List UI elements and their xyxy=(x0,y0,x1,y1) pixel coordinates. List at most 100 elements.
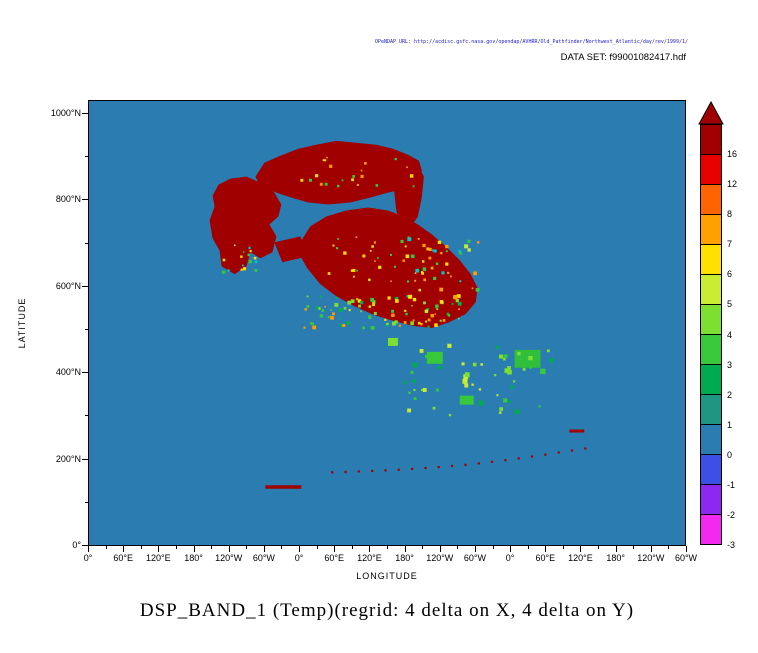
data-speckle xyxy=(425,320,428,323)
x-tick-label: 120°W xyxy=(215,553,243,563)
data-speckle xyxy=(341,179,344,182)
data-speckle xyxy=(450,275,452,278)
data-speckle xyxy=(478,388,482,391)
data-speckle xyxy=(473,271,477,276)
data-speckle xyxy=(435,388,439,392)
data-speckle xyxy=(458,308,460,311)
data-speckle xyxy=(337,238,340,240)
data-speckle xyxy=(391,309,395,313)
data-speckle xyxy=(433,276,437,280)
data-speckle xyxy=(412,319,415,322)
data-speckle xyxy=(446,312,450,316)
data-speckle xyxy=(439,300,444,304)
data-speckle xyxy=(406,295,409,298)
data-speckle xyxy=(242,267,247,271)
x-minor-tick-mark xyxy=(246,546,248,549)
data-speckle xyxy=(334,302,339,307)
data-speckle xyxy=(387,296,391,300)
data-dot xyxy=(570,449,574,452)
data-dot xyxy=(584,447,587,450)
data-speckle xyxy=(410,370,414,374)
data-speckle xyxy=(437,240,442,245)
x-minor-tick-mark xyxy=(387,546,388,549)
data-speckle xyxy=(475,287,480,292)
data-speckle xyxy=(364,162,367,165)
x-minor-tick-mark xyxy=(211,546,213,549)
data-speckle xyxy=(242,251,245,253)
y-tick-labels: 0° 200°N 400°N 600°N 800°N 1000°N xyxy=(0,100,84,550)
x-tick-label: 180° xyxy=(606,553,625,563)
data-dot xyxy=(557,451,560,454)
colorbar-segment xyxy=(701,244,721,274)
data-speckle xyxy=(414,272,417,275)
data-speckle xyxy=(528,355,533,361)
data-speckle xyxy=(343,251,347,255)
data-speckle xyxy=(422,243,426,248)
data-speckle xyxy=(447,343,452,348)
x-tick-label: 180° xyxy=(395,553,414,563)
x-tick-mark xyxy=(123,546,125,552)
data-speckle xyxy=(445,244,449,249)
data-speckle xyxy=(319,182,323,186)
y-tick-mark xyxy=(82,545,88,546)
data-speckle xyxy=(538,405,541,408)
data-speckle xyxy=(377,257,379,259)
data-speckle xyxy=(426,308,429,311)
data-speckle xyxy=(370,325,375,330)
x-tick-mark xyxy=(369,546,371,552)
data-speckle xyxy=(503,398,508,403)
colorbar xyxy=(700,124,722,545)
data-speckle xyxy=(384,318,387,321)
x-minor-tick-mark xyxy=(668,546,670,549)
y-minor-tick-mark xyxy=(85,501,88,503)
data-speckle xyxy=(353,275,355,278)
data-speckle xyxy=(415,268,420,273)
y-tick-mark xyxy=(82,458,88,460)
data-speckle xyxy=(447,314,451,317)
x-tick-mark xyxy=(334,546,336,552)
x-tick-mark xyxy=(404,546,406,552)
x-minor-tick-mark xyxy=(281,546,283,549)
y-tick-label: 400°N xyxy=(55,367,81,378)
data-speckle xyxy=(549,358,555,363)
data-speckle xyxy=(248,259,252,264)
data-speckle xyxy=(373,312,377,316)
data-patch xyxy=(426,351,443,364)
colorbar-label: 5 xyxy=(727,299,733,310)
x-tick-mark xyxy=(299,546,301,552)
data-speckle xyxy=(324,159,327,162)
x-tick-labels: 0° 60°E 120°E 180° 120°W 60°W 0° 60°E 120°E 180° 1… xyxy=(84,553,697,565)
y-minor-tick-mark xyxy=(85,242,88,244)
data-speckle xyxy=(504,354,508,358)
x-tick-mark xyxy=(263,546,265,552)
data-speckle xyxy=(330,315,334,320)
x-minor-tick-mark xyxy=(105,546,107,549)
data-speckle xyxy=(428,247,432,252)
data-speckle xyxy=(306,305,310,308)
data-speckle xyxy=(495,345,499,350)
dataset-label: DATA SET: f99001082417.hdf xyxy=(560,52,686,63)
colorbar-segment xyxy=(701,274,721,304)
data-dot xyxy=(530,455,534,458)
data-speckle xyxy=(248,246,251,250)
data-speckle xyxy=(412,379,416,384)
data-speckle xyxy=(435,304,439,308)
data-speckle xyxy=(408,294,413,299)
data-speckle xyxy=(394,157,397,161)
x-tick-label: 180° xyxy=(184,553,203,563)
data-speckle xyxy=(393,265,396,268)
colorbar-segment xyxy=(701,184,721,214)
data-speckle xyxy=(390,280,392,283)
data-speckle xyxy=(432,406,436,410)
data-speckle xyxy=(409,174,414,178)
landmass-bridge xyxy=(274,236,309,263)
data-speckle xyxy=(467,248,471,252)
data-speckle xyxy=(517,351,521,356)
data-speckle xyxy=(459,280,462,283)
data-speckle xyxy=(459,252,462,255)
colorbar-label: 1 xyxy=(727,419,733,430)
data-speckle xyxy=(427,325,430,328)
data-speckle xyxy=(360,174,364,178)
data-speckle xyxy=(435,262,439,265)
